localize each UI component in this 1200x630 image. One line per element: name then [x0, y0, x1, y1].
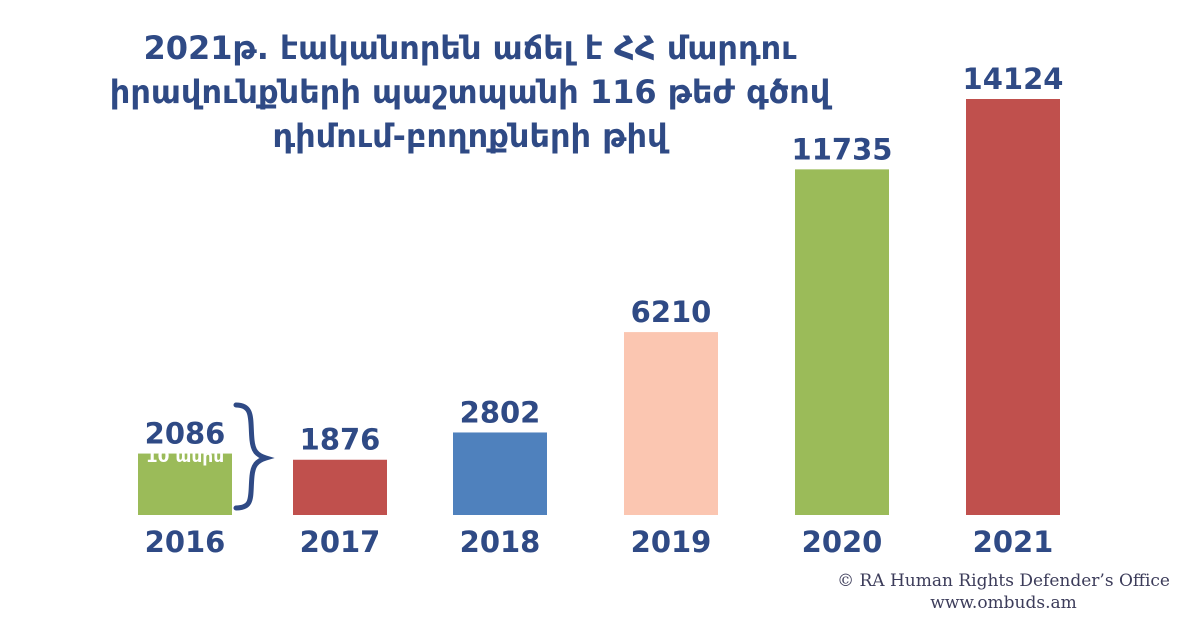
annotation-label: 10 ամիս: [146, 447, 224, 467]
website-url: www.ombuds.am: [930, 593, 1077, 613]
bar-2019: [624, 332, 718, 515]
chart-title: 2021թ. էականորեն աճել է ՀՀ մարդու իրավու…: [40, 26, 900, 158]
value-label-2019: 6210: [631, 295, 712, 329]
bar-2016: [138, 453, 232, 515]
chart-title-line-3: դիմում-բողոքների թիվ: [272, 117, 668, 155]
chart-title-line-1: 2021թ. էականորեն աճել է ՀՀ մարդու: [143, 29, 797, 67]
category-label-2019: 2019: [631, 525, 712, 559]
chart-title-line-2: իրավունքների պաշտպանի 116 թեժ գծով: [109, 73, 831, 111]
category-label-2016: 2016: [145, 525, 226, 559]
copyright-credit: © RA Human Rights Defender’s Office www.…: [837, 570, 1170, 614]
value-label-2017: 1876: [300, 423, 381, 457]
category-label-2021: 2021: [973, 525, 1054, 559]
value-label-2016: 2086: [145, 417, 226, 451]
bar-2020: [795, 169, 889, 515]
category-label-2017: 2017: [300, 525, 381, 559]
bar-2018: [453, 432, 547, 515]
curly-brace-icon: [233, 402, 275, 511]
category-label-2018: 2018: [460, 525, 541, 559]
bar-2017: [293, 459, 387, 515]
category-label-2020: 2020: [802, 525, 883, 559]
copyright-text: © RA Human Rights Defender’s Office: [837, 571, 1170, 591]
value-label-2018: 2802: [460, 395, 541, 429]
value-label-2021: 14124: [963, 62, 1064, 96]
value-label-2020: 11735: [792, 132, 893, 166]
bar-2021: [966, 99, 1060, 515]
